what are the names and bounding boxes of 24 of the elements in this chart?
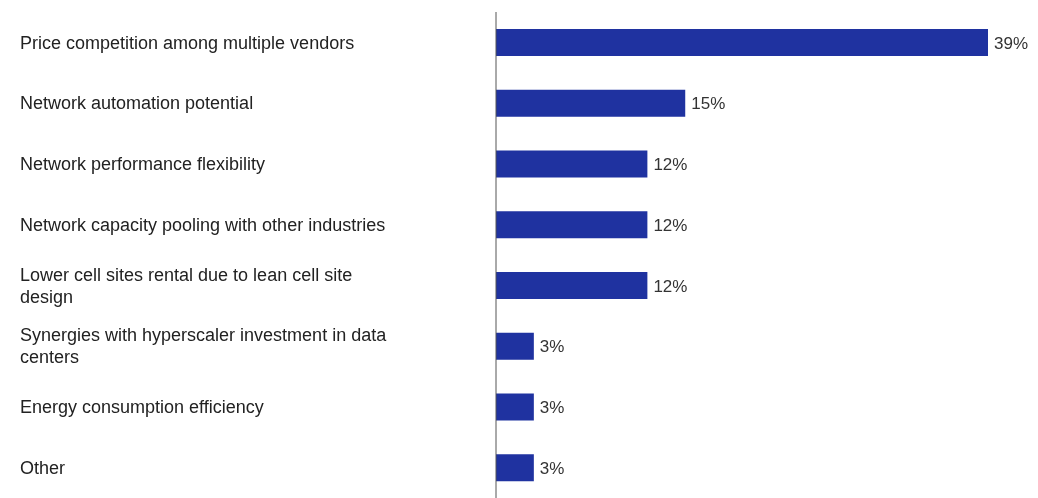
y-tick-label: Network automation potential [20, 93, 254, 114]
y-tick-label: Lower cell sites rental due to lean cell site design [20, 264, 353, 307]
data-label: 3% [539, 337, 565, 357]
y-tick-label: Synergies with hyperscaler investment in data centers [20, 325, 388, 368]
bar [496, 89, 686, 117]
bar [496, 454, 534, 482]
data-label: 12% [653, 215, 688, 235]
data-label: 12% [653, 155, 688, 175]
y-tick-label: Energy consumption efficiency [20, 397, 264, 418]
bar [496, 332, 534, 360]
bar [496, 150, 648, 178]
bar [496, 272, 648, 300]
y-tick-label: Network capacity pooling with other industries [20, 214, 386, 235]
data-label: 15% [691, 94, 726, 114]
data-label: 3% [539, 398, 565, 418]
data-label: 39% [994, 33, 1029, 53]
bar [496, 211, 648, 239]
y-tick-label: Network performance flexibility [20, 154, 266, 175]
bar [496, 393, 534, 421]
data-label: 12% [653, 276, 688, 296]
bar [496, 29, 988, 57]
y-tick-label: Price competition among multiple vendors [20, 32, 355, 53]
y-tick-label: Other [20, 457, 66, 478]
data-label: 3% [539, 458, 565, 478]
